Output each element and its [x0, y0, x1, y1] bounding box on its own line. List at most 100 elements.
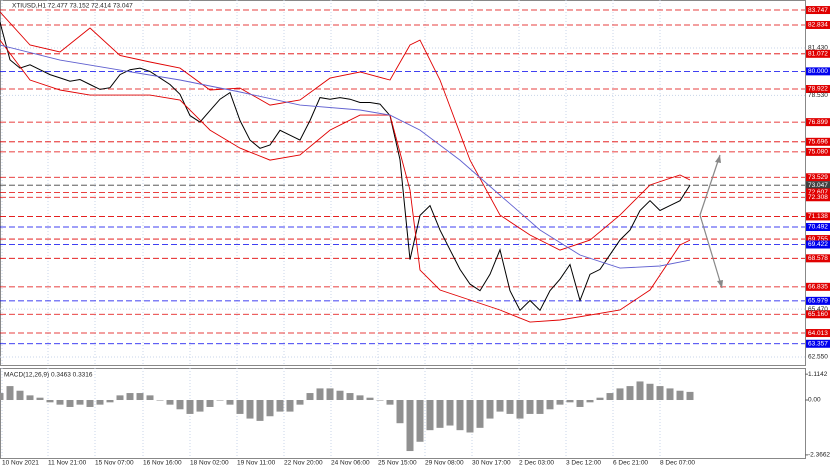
- macd-bar: [366, 397, 374, 401]
- macd-bar: [376, 400, 384, 401]
- macd-bar: [106, 400, 114, 403]
- macd-bar: [236, 400, 244, 414]
- macd-bar: [586, 400, 594, 403]
- arrow-head: [717, 280, 723, 288]
- macd-bar: [646, 383, 654, 401]
- macd-bar: [216, 400, 224, 401]
- macd-bar: [536, 400, 544, 414]
- macd-bar: [226, 400, 234, 405]
- macd-bar: [326, 388, 334, 401]
- level-label: 75.080: [808, 149, 828, 156]
- y-tick-label: 81.430: [808, 45, 828, 52]
- series-close: [0, 22, 691, 312]
- level-tag: [806, 235, 830, 244]
- macd-bar: [616, 388, 624, 401]
- macd-bar: [306, 393, 314, 401]
- level-label: 76.899: [808, 119, 828, 126]
- level-tag: [806, 310, 830, 319]
- macd-bar: [36, 397, 44, 401]
- macd-tick-label: -2.3662: [808, 452, 830, 459]
- macd-bar: [656, 386, 664, 401]
- level-label: 70.492: [808, 224, 828, 231]
- macd-bar: [476, 400, 484, 428]
- macd-bar: [46, 400, 54, 403]
- macd-bar: [356, 395, 364, 401]
- x-tick-label: 8 Dec 07:00: [660, 460, 695, 467]
- level-tag: [806, 181, 830, 190]
- level-label: 68.578: [808, 255, 828, 262]
- macd-bar: [86, 400, 94, 407]
- macd-bar: [146, 395, 154, 401]
- x-tick-label: 30 Nov 17:00: [472, 460, 511, 467]
- macd-bar: [526, 400, 534, 414]
- macd-panel: [0, 368, 806, 459]
- level-tag: [806, 147, 830, 156]
- macd-bar: [546, 400, 554, 410]
- arrow-down: [699, 214, 723, 289]
- macd-bar: [676, 390, 684, 401]
- macd-bar: [416, 400, 424, 442]
- macd-bar: [116, 395, 124, 401]
- level-tag: [806, 296, 830, 305]
- level-tag: [806, 193, 830, 202]
- level-label: 69.422: [808, 241, 828, 248]
- macd-bar: [276, 400, 284, 412]
- macd-bar: [386, 400, 394, 405]
- macd-bar: [396, 400, 404, 424]
- macd-bar: [56, 400, 64, 405]
- macd-bar: [96, 400, 104, 405]
- macd-bar: [436, 400, 444, 428]
- level-label: 83.747: [808, 7, 828, 14]
- macd-bar: [266, 400, 274, 417]
- macd-tick-label: 1.1142: [808, 371, 828, 378]
- level-tag: [806, 212, 830, 221]
- x-tick-label: 2 Dec 03:00: [519, 460, 554, 467]
- level-label: 71.138: [808, 213, 828, 220]
- macd-bar: [246, 400, 254, 419]
- level-tag: [806, 6, 830, 15]
- x-tick-label: 25 Nov 15:00: [378, 460, 417, 467]
- x-tick-label: 15 Nov 07:00: [95, 460, 134, 467]
- macd-bar: [426, 400, 434, 431]
- y-tick-label: 65.470: [808, 306, 828, 313]
- macd-label: MACD(12,26,9) 0.3463 0.3316: [4, 372, 93, 379]
- level-tag: [806, 240, 830, 249]
- x-tick-label: 10 Nov 2021: [2, 460, 39, 467]
- macd-bar: [406, 400, 414, 452]
- arrow-up: [699, 154, 721, 216]
- macd-bar: [176, 400, 184, 410]
- level-tag: [806, 49, 830, 58]
- x-tick-label: 16 Nov 16:00: [143, 460, 182, 467]
- x-tick-label: 3 Dec 12:00: [566, 460, 601, 467]
- series-lower: [0, 39, 691, 323]
- level-label: 63.357: [808, 340, 828, 347]
- macd-bar: [16, 390, 24, 401]
- level-tag: [806, 85, 830, 94]
- level-tag: [806, 254, 830, 263]
- level-tag: [806, 339, 830, 348]
- level-label: 80.000: [808, 68, 828, 75]
- level-tag: [806, 222, 830, 231]
- level-label: 73.047: [808, 182, 828, 189]
- macd-bar: [76, 400, 84, 405]
- macd-bar: [576, 400, 584, 407]
- macd-bar: [666, 388, 674, 401]
- macd-tick-label: 0.00: [808, 397, 821, 404]
- macd-bar: [126, 393, 134, 401]
- macd-bar: [566, 400, 574, 403]
- macd-bar: [0, 393, 4, 401]
- x-tick-label: 22 Nov 20:00: [284, 460, 323, 467]
- macd-bar: [556, 400, 564, 405]
- macd-bar: [686, 391, 694, 401]
- level-label: 65.160: [808, 311, 828, 318]
- macd-bar: [336, 390, 344, 401]
- macd-bar: [456, 400, 464, 431]
- macd-bar: [66, 400, 74, 407]
- macd-bar: [486, 400, 494, 419]
- level-label: 73.529: [808, 174, 828, 181]
- chart-title: XTIUSD,H1 72.477 73.152 72.414 73.047: [12, 3, 133, 10]
- macd-bar: [446, 400, 454, 426]
- macd-bar: [346, 393, 354, 401]
- series-ma: [0, 44, 691, 269]
